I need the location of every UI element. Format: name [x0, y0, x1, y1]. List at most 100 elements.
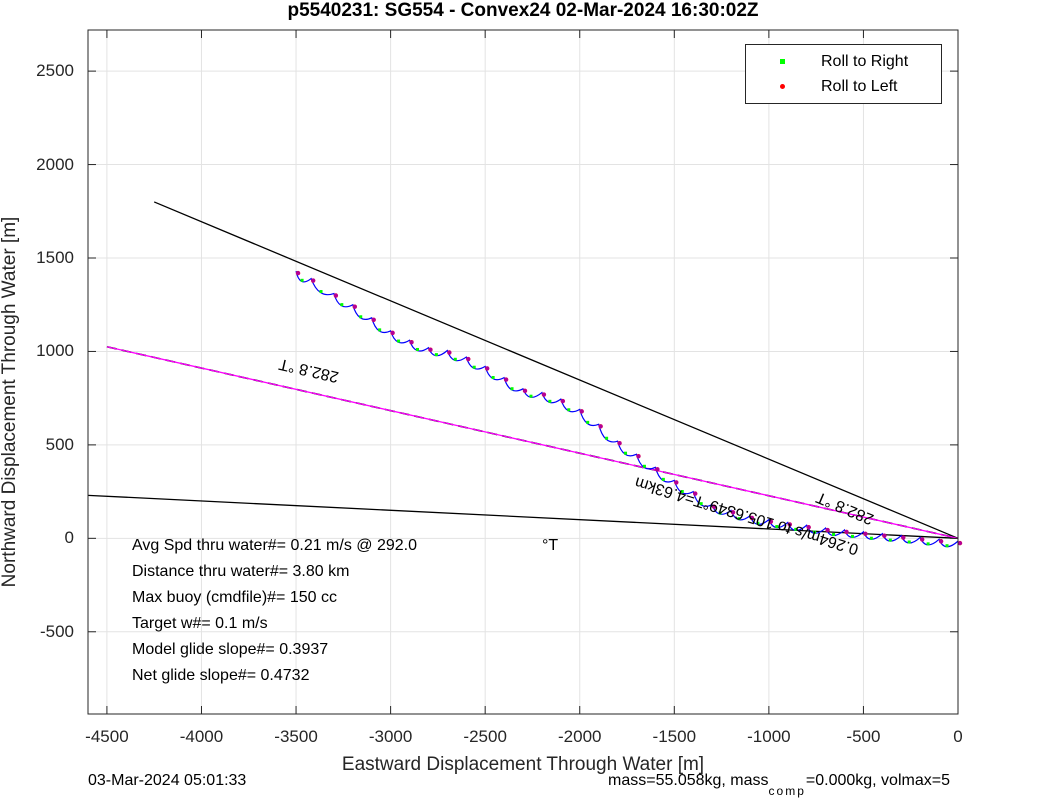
x-tick-label: -4000	[179, 727, 224, 746]
roll-right-marker	[359, 315, 363, 319]
roll-right-marker	[415, 347, 419, 351]
annotation-max-buoy: Max buoy (cmdfile)#= 150 cc	[132, 589, 337, 606]
roll-overlap-marker	[371, 317, 376, 322]
roll-right-marker	[567, 408, 571, 412]
roll-right-marker	[699, 502, 703, 506]
x-tick-label: -4500	[85, 727, 129, 746]
roll-overlap-marker	[825, 528, 830, 533]
roll-overlap-marker	[466, 357, 471, 362]
reference-line-0	[153, 201, 959, 539]
annotation-avg-speed: Avg Spd thru water#= 0.21 m/s @ 292.0	[132, 537, 417, 554]
footer-mass: mass=55.058kg, masscomp=0.000kg, volmax=…	[608, 772, 950, 798]
roll-overlap-marker	[485, 366, 490, 371]
roll-right-marker	[300, 278, 304, 282]
roll-overlap-marker	[920, 537, 925, 542]
roll-overlap-marker	[749, 515, 754, 520]
roll-overlap-marker	[958, 541, 962, 546]
roll-right-marker	[907, 540, 911, 544]
roll-right-marker	[378, 328, 382, 332]
roll-overlap-marker	[390, 330, 395, 335]
y-tick-label: 2500	[36, 61, 74, 81]
reference-line-3	[106, 346, 959, 539]
annotation-target-w: Target w#= 0.1 m/s	[132, 615, 268, 632]
x-tick-label: -2000	[557, 727, 602, 746]
y-tick-label: 0	[64, 528, 74, 548]
legend: Roll to Right Roll to Left	[745, 44, 942, 104]
legend-item-roll-left: Roll to Left	[746, 75, 941, 99]
roll-overlap-marker	[504, 377, 509, 382]
roll-right-marker	[680, 490, 684, 493]
roll-right-marker	[756, 521, 760, 525]
roll-right-marker	[491, 376, 495, 379]
roll-right-marker	[529, 394, 533, 398]
y-tick-label: 1000	[36, 341, 74, 361]
roll-right-marker	[718, 511, 722, 515]
roll-overlap-marker	[560, 399, 565, 404]
roll-overlap-marker	[844, 529, 849, 534]
y-tick-label: -500	[39, 621, 74, 641]
roll-right-marker	[869, 536, 873, 540]
roll-overlap-marker	[352, 304, 357, 309]
footer-mass-sub: comp	[768, 784, 806, 798]
roll-overlap-marker	[541, 392, 546, 397]
roll-overlap-marker	[863, 531, 868, 536]
roll-right-marker	[548, 399, 552, 403]
roll-overlap-marker	[409, 340, 414, 345]
roll-right-marker	[926, 542, 930, 546]
roll-right-marker	[642, 464, 646, 468]
roll-right-marker	[832, 532, 836, 536]
roll-right-marker	[472, 365, 476, 369]
x-tick-label: -1500	[652, 727, 697, 746]
roll-right-marker	[319, 290, 323, 294]
roll-overlap-marker	[636, 454, 641, 459]
roll-overlap-marker	[333, 293, 338, 298]
roll-right-marker	[661, 477, 665, 481]
footer-mass-text2: =0.000kg, volmax=5	[805, 772, 950, 789]
roll-overlap-marker	[311, 278, 316, 283]
roll-right-marker	[605, 436, 609, 440]
roll-right-marker	[624, 451, 628, 455]
roll-right-marker	[775, 525, 779, 529]
roll-overlap-marker	[787, 522, 792, 527]
roll-overlap-marker	[693, 491, 698, 496]
roll-right-marker	[453, 357, 457, 361]
roll-right-marker	[945, 544, 949, 548]
roll-overlap-marker	[655, 467, 660, 472]
annotation-distance: Distance thru water#= 3.80 km	[132, 563, 350, 580]
legend-label-right: Roll to Right	[821, 53, 909, 70]
roll-right-marker	[813, 530, 817, 534]
roll-overlap-marker	[296, 271, 301, 276]
roll-right-marker	[397, 339, 401, 343]
x-tick-label: -500	[846, 727, 881, 746]
roll-overlap-marker	[901, 535, 906, 540]
roll-right-marker	[888, 538, 892, 542]
roll-overlap-marker	[768, 519, 773, 524]
annotation-net-glide: Net glide slope#= 0.4732	[132, 667, 310, 684]
legend-label-left: Roll to Left	[821, 78, 898, 95]
roll-overlap-marker	[939, 539, 944, 544]
reference-lines	[87, 201, 959, 540]
roll-overlap-marker	[523, 388, 527, 393]
chart-title: p5540231: SG554 - Convex24 02-Mar-2024 1…	[287, 0, 759, 21]
roll-overlap-marker	[428, 347, 433, 352]
annotation-model-glide: Model glide slope#= 0.3937	[132, 641, 329, 658]
x-tick-label: -3000	[368, 727, 413, 746]
annotation-degree-unit: °T	[542, 537, 559, 554]
roll-right-marker	[737, 517, 741, 521]
x-tick-label: -1000	[747, 727, 791, 746]
x-tick-label: 0	[953, 727, 963, 746]
y-tick-label: 1500	[36, 248, 74, 267]
x-axis-label: Eastward Displacement Through Water [m]	[341, 754, 705, 775]
roll-right-marker	[340, 303, 344, 307]
roll-right-marker	[586, 420, 590, 424]
roll-overlap-marker	[579, 409, 584, 414]
roll-markers	[295, 270, 963, 548]
reference-line-1	[87, 494, 959, 539]
roll-overlap-marker	[806, 525, 811, 530]
y-tick-label: 500	[45, 434, 74, 454]
roll-overlap-marker	[882, 533, 887, 538]
footer-timestamp: 03-Mar-2024 05:01:33	[88, 772, 247, 789]
axes-box	[87, 29, 959, 715]
roll-overlap-marker	[447, 350, 452, 355]
